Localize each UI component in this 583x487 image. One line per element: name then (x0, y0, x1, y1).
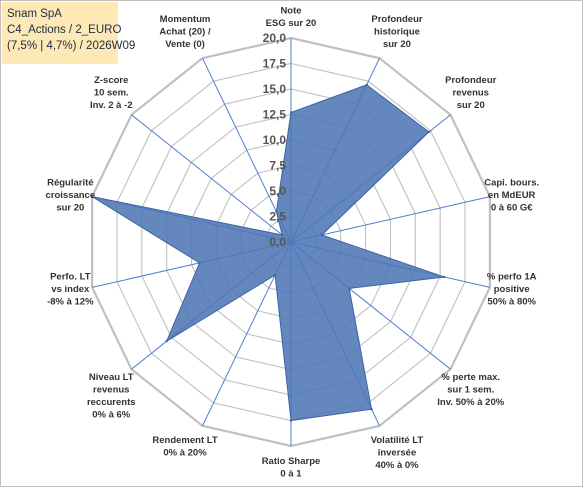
data-point (165, 340, 168, 343)
company-name: Snam SpA (7, 8, 62, 20)
axis-label: Capi. bours. en MdEUR 0 à 60 G€ (484, 177, 539, 213)
tick-label: 0,0 (269, 235, 286, 249)
data-point (198, 261, 201, 265)
period-label: (7,5% | 4,7%) / 2026W09 (7, 40, 136, 52)
data-point (275, 210, 278, 213)
data-point (289, 111, 293, 114)
axis-label: Profondeur revenus sur 20 (445, 75, 496, 111)
data-point (281, 233, 284, 237)
data-point (320, 233, 324, 237)
data-point (427, 130, 431, 134)
axis-label: Z-score 10 sem. Inv. 2 à -2 (90, 75, 133, 111)
axis-label: Note ESG sur 20 (266, 6, 317, 30)
data-point (370, 408, 373, 411)
data-point (289, 419, 293, 422)
tick-label: 10,0 (263, 133, 287, 147)
data-point (273, 273, 277, 277)
axis-label: Niveau LT revenus reccurents 0% à 6% (87, 372, 136, 421)
axis-label: Ratio Sharpe 0 à 1 (262, 456, 321, 480)
data-point (365, 83, 368, 87)
axis-label: Volatilité LT inversée 40% à 0% (371, 435, 424, 471)
tick-label: 12,5 (263, 108, 287, 122)
data-point (348, 287, 351, 290)
info-box: Snam SpA C4_Actions / 2_EURO (7,5% | 4,7… (2, 2, 136, 64)
axis-label: % perfo 1A positive 50% à 80% (487, 272, 537, 308)
tick-label: 17,5 (263, 57, 287, 71)
axis-label: Rendement LT 0% à 20% (152, 435, 217, 459)
tick-label: 2,5 (269, 210, 286, 224)
axis-label: Régularité croissance sur 20 (45, 177, 95, 213)
axis-spoke (290, 196, 490, 243)
axis-label: % perte max. sur 1 sem. Inv. 50% à 20% (437, 372, 504, 408)
tick-label: 5,0 (269, 184, 286, 198)
data-point (90, 195, 94, 198)
tick-label: 7,5 (269, 159, 286, 173)
category-label: C4_Actions / 2_EURO (7, 24, 122, 36)
axis-spoke (131, 114, 292, 243)
tick-label: 20,0 (263, 31, 287, 45)
data-point (442, 275, 446, 279)
axis-label: Profondeur historique sur 20 (371, 14, 422, 50)
tick-label: 15,0 (263, 82, 287, 96)
axis-label: Momentum Achat (20) / Vente (0) (159, 14, 211, 50)
axis-label: Perfo. LT vs index -8% à 12% (47, 272, 94, 308)
